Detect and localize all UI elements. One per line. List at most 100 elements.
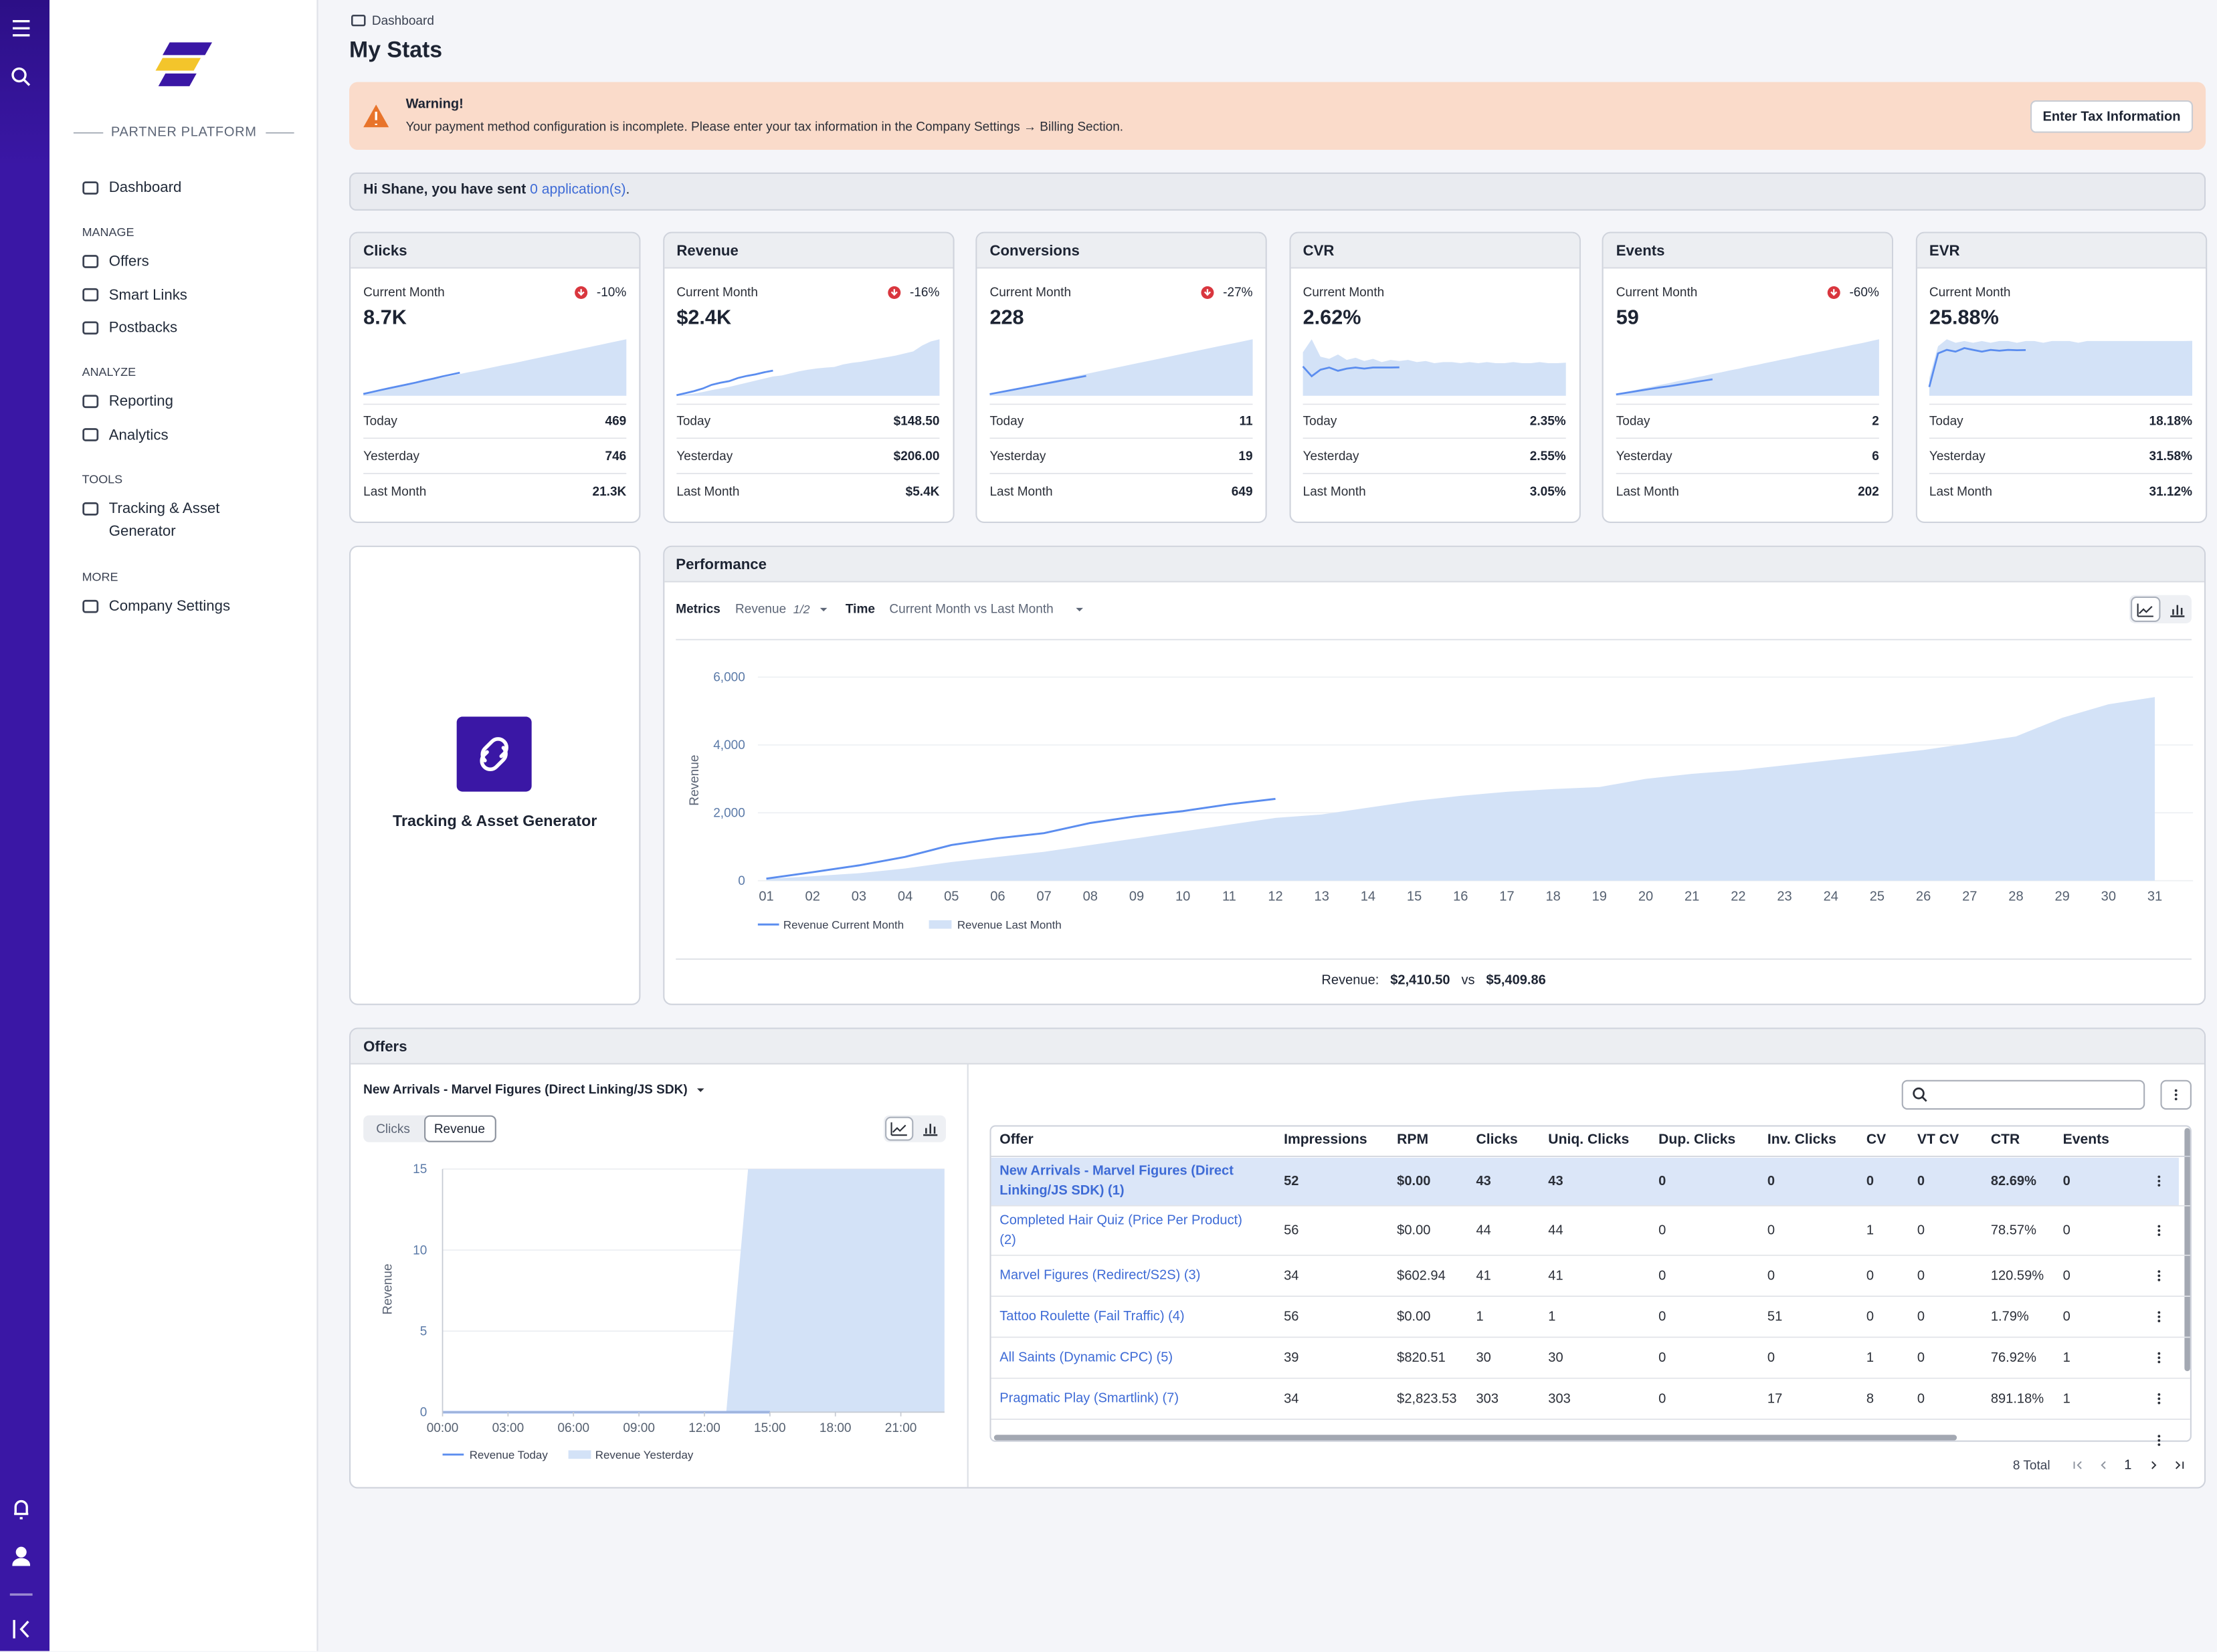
user-icon[interactable] [15,1546,27,1558]
nav-item[interactable]: Offers [108,253,149,270]
x-tick-label: 21 [1684,889,1699,904]
stat-row-value: 3.05% [1529,484,1566,499]
x-tick-label: 30 [2101,889,2116,904]
stat-period: Current Month [989,285,1072,300]
table-cell: 303 [1548,1390,1571,1407]
table-cell: 44 [1476,1222,1491,1239]
x-tick-label: 17 [1499,889,1514,904]
legend-swatch [568,1450,591,1459]
offer-link[interactable]: Pragmatic Play (Smartlink) (7) [999,1390,1179,1406]
warning-button[interactable] [2030,100,2194,133]
line-chart-icon [890,1122,907,1136]
y-tick-label: 15 [413,1162,427,1176]
stat-period: Current Month [1929,285,2011,300]
stat-row-label: Yesterday [1616,449,1672,463]
table-cell: 1 [2062,1390,2070,1407]
tracking-title[interactable]: Tracking & Asset Generator [393,813,597,831]
nav-item[interactable]: Analytics [108,426,169,443]
menu-icon[interactable] [13,20,30,37]
metric-count: 1/2 [793,602,810,617]
table-total: 8 Total [2012,1457,2050,1472]
kebab-dot [2157,1356,2161,1359]
chart-type-line[interactable] [2131,596,2161,622]
kebab-dot [2157,1184,2161,1187]
x-tick-label: 25 [1870,889,1885,904]
stat-title: Events [1616,241,1665,260]
stat-title: Revenue [676,241,739,260]
offer-link[interactable]: All Saints (Dynamic CPC) (5) [999,1349,1173,1365]
offer-link[interactable]: Marvel Figures (Redirect/S2S) (3) [999,1267,1201,1283]
stat-value: 228 [989,307,1024,330]
x-tick-label: 15:00 [754,1421,786,1435]
table-cell: 0 [1917,1172,1925,1189]
kebab-dot [2157,1315,2161,1318]
table-cell: 0 [1658,1267,1666,1283]
nav-item[interactable]: Tracking & Asset Generator [108,500,220,540]
nav-item[interactable]: Smart Links [108,286,187,304]
x-tick-label: 16 [1453,889,1468,904]
x-tick-label: 29 [2054,889,2069,904]
x-tick-label: 11 [1222,889,1236,904]
stat-title: Clicks [363,241,407,260]
toggle-option[interactable]: Revenue [433,1121,485,1136]
nav-item[interactable]: Dashboard [108,179,182,197]
greeting: Hi Shane, you have sent 0 application(s)… [363,183,630,199]
table-cell: $0.00 [1397,1222,1431,1239]
table-cell: 30 [1476,1349,1491,1366]
pager-prev [2101,1461,2106,1469]
x-tick-label: 06 [990,889,1005,904]
x-tick-label: 21:00 [885,1421,917,1435]
search-box[interactable] [1901,1079,2145,1110]
nav-item[interactable]: Postbacks [108,319,178,337]
offer-link[interactable]: New Arrivals - Marvel Figures (Direct Li… [999,1162,1234,1199]
x-tick-label: 08 [1083,889,1098,904]
table-cell: 0 [1658,1222,1666,1239]
stat-title: Conversions [989,241,1080,260]
chart-type-line[interactable] [885,1116,914,1141]
pager-page[interactable]: 1 [2124,1457,2132,1473]
offer-select[interactable]: New Arrivals - Marvel Figures (Direct Li… [363,1082,688,1097]
search-icon[interactable] [11,67,27,83]
table-cell: 0 [1658,1308,1666,1324]
offer-link[interactable]: Completed Hair Quiz (Price Per Product) … [999,1212,1242,1248]
stat-row-label: Yesterday [989,449,1046,463]
nav-item[interactable]: Company Settings [108,598,231,615]
x-tick-label: 15 [1407,889,1422,904]
x-tick-label: 01 [759,889,773,904]
metric-select[interactable]: Revenue [735,601,787,616]
y-tick-label: 10 [413,1243,427,1257]
kebab-dot [2174,1089,2178,1092]
x-tick-label: 31 [2147,889,2162,904]
caret [820,607,828,612]
toggle-active[interactable] [424,1115,496,1142]
greeting-link[interactable]: 0 application(s) [530,182,626,198]
nav-heading: MANAGE [82,224,134,239]
time-select[interactable]: Current Month vs Last Month [889,601,1054,616]
warning-title: Warning! [405,96,464,112]
table-cell: $0.00 [1397,1308,1431,1324]
kebab-dot [2157,1274,2161,1277]
table-cell: 1 [1548,1308,1556,1324]
table-cell: 44 [1548,1222,1563,1239]
offer-link[interactable]: Tattoo Roulette (Fail Traffic) (4) [999,1308,1185,1324]
table-cell: 51 [1767,1308,1783,1324]
table-cell: $0.00 [1397,1172,1431,1189]
search-icon [1921,1096,1927,1102]
kebab-dot [2174,1098,2178,1101]
stat-row-value: 202 [1858,484,1879,499]
warning-button-label[interactable]: Enter Tax Information [2042,108,2181,124]
stat-card-header [977,233,1266,269]
column-header: CTR [1990,1132,2020,1148]
x-tick-label: 12 [1268,889,1282,904]
table-cell: 0 [1866,1172,1874,1189]
x-tick-label: 03 [852,889,866,904]
stat-row-value: 2.55% [1529,449,1566,463]
table-cell: 41 [1476,1267,1491,1283]
nav-item[interactable]: Reporting [108,393,173,410]
collapse-icon[interactable] [13,1620,29,1639]
toggle-option[interactable]: Clicks [376,1121,410,1136]
sparkline-area [1303,339,1566,396]
bell-icon[interactable] [14,1500,29,1520]
column-header: Uniq. Clicks [1548,1132,1630,1148]
